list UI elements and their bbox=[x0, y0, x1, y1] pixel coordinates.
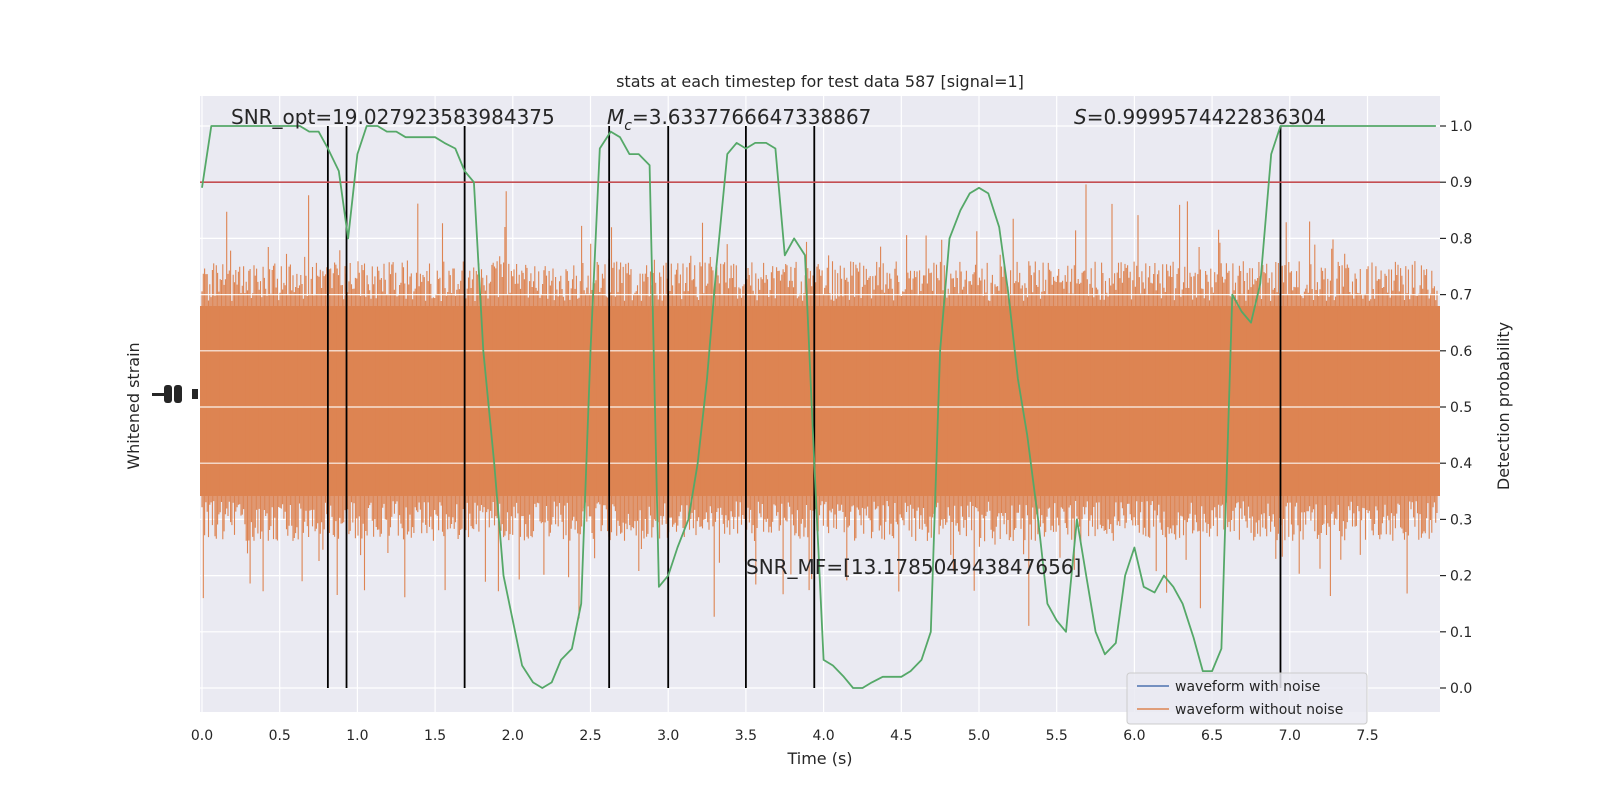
legend-label-without-noise: waveform without noise bbox=[1175, 702, 1343, 718]
score-symbol: S bbox=[1074, 105, 1087, 129]
legend-label-with-noise: waveform with noise bbox=[1175, 679, 1320, 695]
y-tick-label: 0.2 bbox=[1450, 569, 1472, 585]
event-markers bbox=[326, 126, 1282, 688]
x-axis-ticks: 0.0 0.5 1.0 1.5 2.0 2.5 3.0 3.5 4.0 4.5 5.0 5.5 6.0 6… bbox=[191, 728, 1379, 744]
x-tick-label: 7.0 bbox=[1279, 728, 1301, 744]
y-axis-left-label: Whitened strain bbox=[124, 342, 143, 469]
x-tick-label: 1.0 bbox=[346, 728, 368, 744]
y-tick-label: 0.3 bbox=[1450, 512, 1472, 528]
y-tick-label: 0.6 bbox=[1450, 344, 1472, 360]
y-tick-label: 1.0 bbox=[1450, 119, 1472, 135]
legend-box bbox=[1126, 672, 1368, 725]
chirp-mass-symbol: M bbox=[607, 105, 624, 129]
detection-probability-line bbox=[201, 125, 1436, 689]
x-axis-label: Time (s) bbox=[786, 749, 852, 768]
y-tick-label: 0.7 bbox=[1450, 288, 1472, 304]
score-value: =0.9999574422836304 bbox=[1087, 105, 1326, 129]
x-tick-label: 5.5 bbox=[1046, 728, 1068, 744]
y-tick-label: 0.9 bbox=[1450, 175, 1472, 191]
x-tick-label: 5.0 bbox=[968, 728, 990, 744]
y-tick-label: 0.5 bbox=[1450, 400, 1472, 416]
chirp-mass-annotation: Mc=3.6337766647338867 bbox=[607, 105, 871, 134]
y-tick-label: 0.4 bbox=[1450, 456, 1472, 472]
y-tick-label: 0.0 bbox=[1450, 681, 1472, 697]
chirp-mass-subscript: c bbox=[624, 118, 632, 134]
left-axis-collapsed-ticks bbox=[152, 385, 198, 403]
x-tick-label: 2.5 bbox=[579, 728, 601, 744]
x-tick-label: 0.5 bbox=[269, 728, 291, 744]
snr-opt-annotation: SNR_opt=19.027923583984375 bbox=[231, 105, 555, 129]
x-tick-label: 4.0 bbox=[812, 728, 834, 744]
snr-mf-annotation: SNR_MF=[13.178504943847656] bbox=[746, 555, 1081, 579]
x-tick-label: 7.5 bbox=[1356, 728, 1378, 744]
chart-title: stats at each timestep for test data 587… bbox=[616, 72, 1024, 91]
waveform-without-noise-series bbox=[200, 184, 1440, 626]
x-tick-label: 3.0 bbox=[657, 728, 679, 744]
y-axis-right-ticks: 0.0 0.1 0.2 0.3 0.4 0.5 0.6 0.7 0.8 0.9 1.0 bbox=[1440, 119, 1472, 697]
x-tick-label: 6.0 bbox=[1123, 728, 1145, 744]
chirp-mass-value: =3.6337766647338867 bbox=[632, 105, 871, 129]
y-tick-label: 0.8 bbox=[1450, 231, 1472, 247]
y-axis-right-label: Detection probability bbox=[1494, 322, 1513, 490]
legend: waveform with noise waveform without noi… bbox=[1126, 672, 1368, 725]
x-tick-label: 1.5 bbox=[424, 728, 446, 744]
x-tick-label: 2.0 bbox=[502, 728, 524, 744]
x-tick-label: 4.5 bbox=[890, 728, 912, 744]
x-tick-label: 3.5 bbox=[735, 728, 757, 744]
x-tick-label: 0.0 bbox=[191, 728, 213, 744]
y-tick-label: 0.1 bbox=[1450, 625, 1472, 641]
x-tick-label: 6.5 bbox=[1201, 728, 1223, 744]
score-annotation: S=0.9999574422836304 bbox=[1074, 105, 1326, 129]
